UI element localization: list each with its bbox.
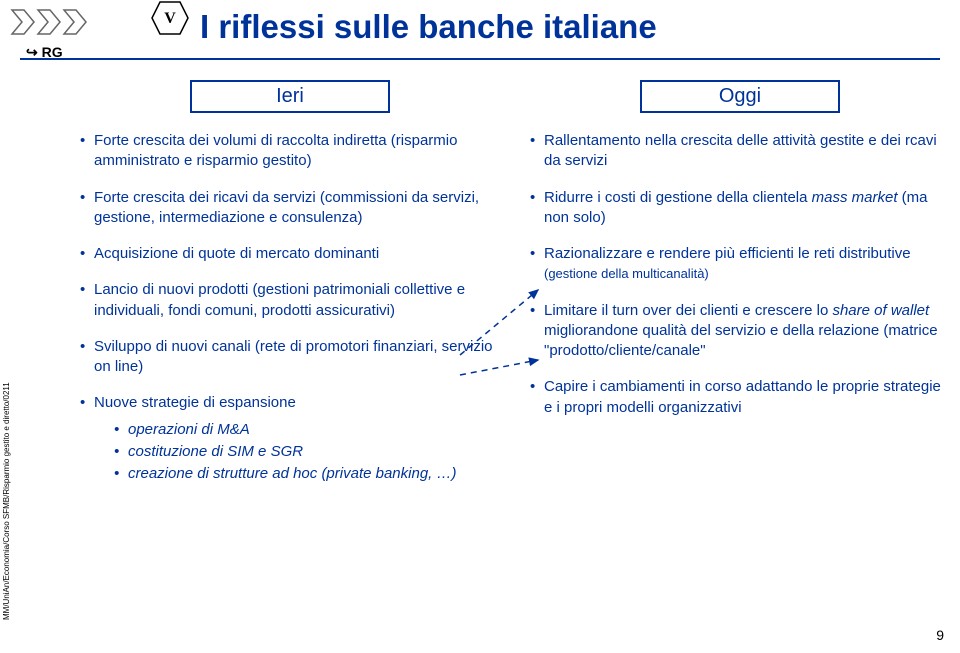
bullets-oggi: Rallentamento nella crescita delle attiv… — [530, 131, 950, 418]
ieri-item: Forte crescita dei volumi di raccolta in… — [80, 131, 500, 172]
oggi-item: Rallentamento nella crescita delle attiv… — [530, 131, 950, 172]
nav-chevrons — [10, 8, 110, 41]
ieri-item: Forte crescita dei ricavi da servizi (co… — [80, 188, 500, 229]
oggi-text: migliorandone qualità del servizio e del… — [544, 322, 938, 359]
oggi-item: Limitare il turn over dei clienti e cres… — [530, 301, 950, 362]
sidebar-path: MM/UniAn/Economia/Corso SFMB/Risparmio g… — [2, 382, 11, 620]
title-underline — [20, 58, 940, 60]
ieri-sub-item: creazione di strutture ad hoc (private b… — [114, 464, 500, 484]
oggi-italic: share of wallet — [832, 302, 929, 319]
content-area: Ieri Forte crescita dei volumi di raccol… — [80, 80, 950, 500]
ieri-item: Sviluppo di nuovi canali (rete di promot… — [80, 337, 500, 378]
column-oggi: Oggi Rallentamento nella crescita delle … — [530, 80, 950, 500]
oggi-italic: mass market — [812, 189, 898, 206]
page-title: I riflessi sulle banche italiane — [200, 8, 657, 46]
header-ieri: Ieri — [190, 80, 390, 113]
ieri-sub-item: costituzione di SIM e SGR — [114, 442, 500, 462]
ieri-item-lead: Nuove strategie di espansione — [94, 394, 296, 411]
ieri-item: Lancio di nuovi prodotti (gestioni patri… — [80, 280, 500, 321]
ieri-sub-item: operazioni di M&A — [114, 420, 500, 440]
oggi-item: Razionalizzare e rendere più efficienti … — [530, 244, 950, 285]
oggi-item: Ridurre i costi di gestione della client… — [530, 188, 950, 229]
oggi-small: (gestione della multicanalità) — [544, 266, 709, 281]
svg-text:V: V — [164, 10, 176, 27]
page-number: 9 — [936, 627, 944, 643]
oggi-item: Capire i cambiamenti in corso adattando … — [530, 377, 950, 418]
oggi-text: Limitare il turn over dei clienti e cres… — [544, 302, 832, 319]
oggi-text: Razionalizzare e rendere più efficienti … — [544, 245, 911, 262]
oggi-text: Ridurre i costi di gestione della client… — [544, 189, 812, 206]
v-hexagon-badge: V — [150, 0, 190, 41]
ieri-item-expansion: Nuove strategie di espansione operazioni… — [80, 393, 500, 484]
ieri-sub-bullets: operazioni di M&A costituzione di SIM e … — [114, 420, 500, 485]
bullets-ieri: Forte crescita dei volumi di raccolta in… — [80, 131, 500, 484]
column-ieri: Ieri Forte crescita dei volumi di raccol… — [80, 80, 500, 500]
header-oggi: Oggi — [640, 80, 840, 113]
ieri-item: Acquisizione di quote di mercato dominan… — [80, 244, 500, 264]
